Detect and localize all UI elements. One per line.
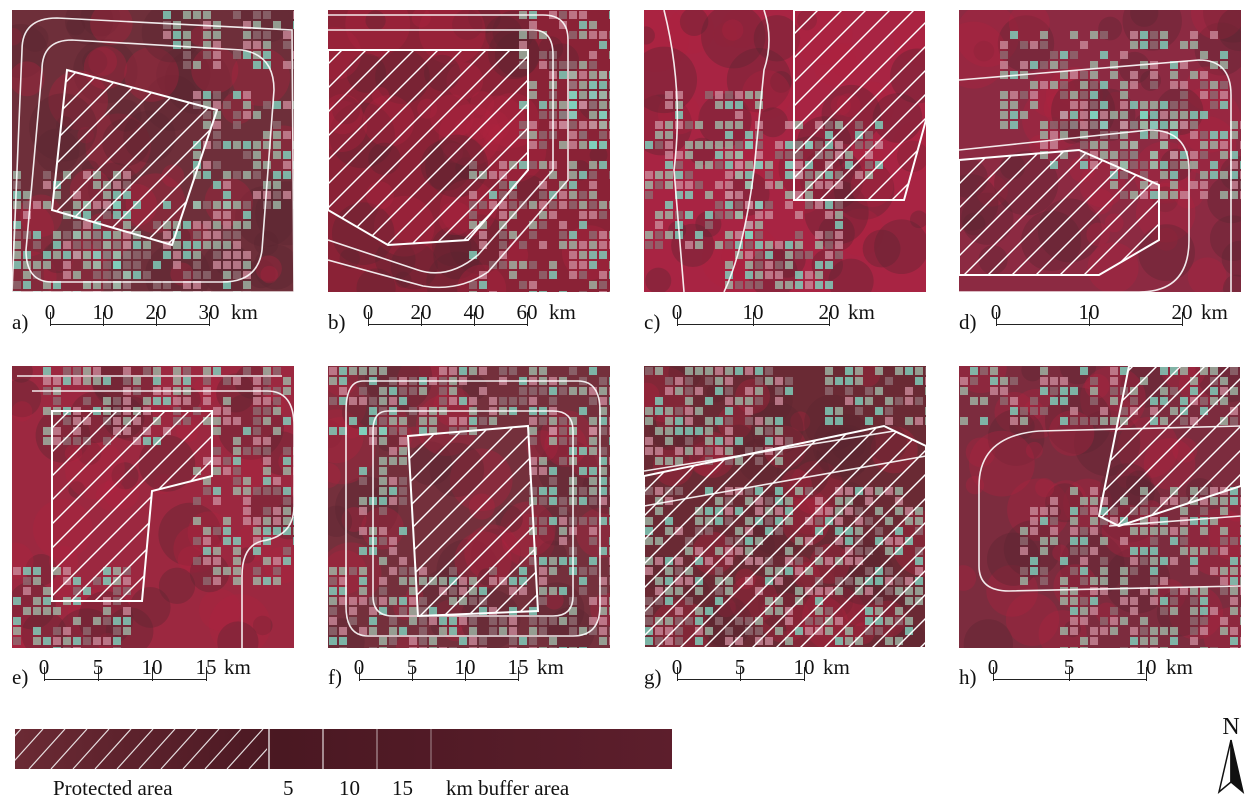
scale-label: 0 — [671, 300, 683, 324]
scale-label: 0 — [353, 655, 365, 679]
scale-label: 30 — [198, 300, 220, 324]
scale-label: 40 — [463, 300, 485, 324]
scale-label: 10 — [141, 655, 163, 679]
scale-label: 20 — [1171, 300, 1193, 324]
map-panel-c — [644, 10, 926, 292]
map-panel-f — [328, 366, 610, 648]
scale-unit: km — [224, 655, 251, 679]
panel-caption-d: d) — [959, 310, 977, 334]
map-panel-e — [12, 366, 294, 648]
scale-unit: km — [1201, 300, 1228, 324]
panel-caption-g: g) — [644, 665, 662, 689]
scale-label: 0 — [987, 655, 999, 679]
scale-label: 10 — [793, 655, 815, 679]
legend-buffer-5: 5 — [283, 776, 294, 800]
scale-unit: km — [823, 655, 850, 679]
scale-label: 0 — [671, 655, 683, 679]
north-label: N — [1222, 714, 1239, 740]
map-panel-b — [328, 10, 610, 292]
scale-unit: km — [549, 300, 576, 324]
scale-label: 20 — [818, 300, 840, 324]
legend-buffer-15: 15 — [392, 776, 413, 800]
map-panel-a — [12, 10, 294, 292]
scale-label: 20 — [410, 300, 432, 324]
legend-buffer-label: km buffer area — [446, 776, 570, 800]
legend-bar — [15, 729, 672, 769]
scale-unit: km — [1166, 655, 1193, 679]
panel-caption-f: f) — [328, 665, 342, 689]
panel-caption-e: e) — [12, 665, 29, 689]
scale-label: 0 — [362, 300, 374, 324]
scale-label: 10 — [92, 300, 114, 324]
scale-label: 5 — [734, 655, 746, 679]
scale-label: 0 — [44, 300, 56, 324]
scale-label: 20 — [145, 300, 167, 324]
panel-caption-h: h) — [959, 665, 977, 689]
panel-caption-b: b) — [328, 310, 346, 334]
scale-label: 10 — [1135, 655, 1157, 679]
scale-label: 5 — [1063, 655, 1075, 679]
scale-label: 0 — [990, 300, 1002, 324]
scale-label: 10 — [454, 655, 476, 679]
scale-label: 5 — [92, 655, 104, 679]
scale-label: 0 — [38, 655, 50, 679]
scale-unit: km — [231, 300, 258, 324]
map-panel-d — [959, 10, 1241, 292]
panel-caption-c: c) — [644, 310, 661, 334]
panel-caption-a: a) — [12, 310, 29, 334]
scale-label: 15 — [507, 655, 529, 679]
scale-label: 15 — [195, 655, 217, 679]
scale-label: 10 — [1078, 300, 1100, 324]
scale-unit: km — [537, 655, 564, 679]
legend-buffer-10: 10 — [339, 776, 360, 800]
scale-label: 10 — [742, 300, 764, 324]
map-panel-g — [644, 366, 926, 648]
scale-label: 5 — [406, 655, 418, 679]
legend-protected-label: Protected area — [53, 776, 173, 800]
scale-unit: km — [848, 300, 875, 324]
scale-label: 60 — [516, 300, 538, 324]
map-panel-h — [959, 366, 1241, 648]
north-arrow-icon: N — [1217, 712, 1245, 796]
